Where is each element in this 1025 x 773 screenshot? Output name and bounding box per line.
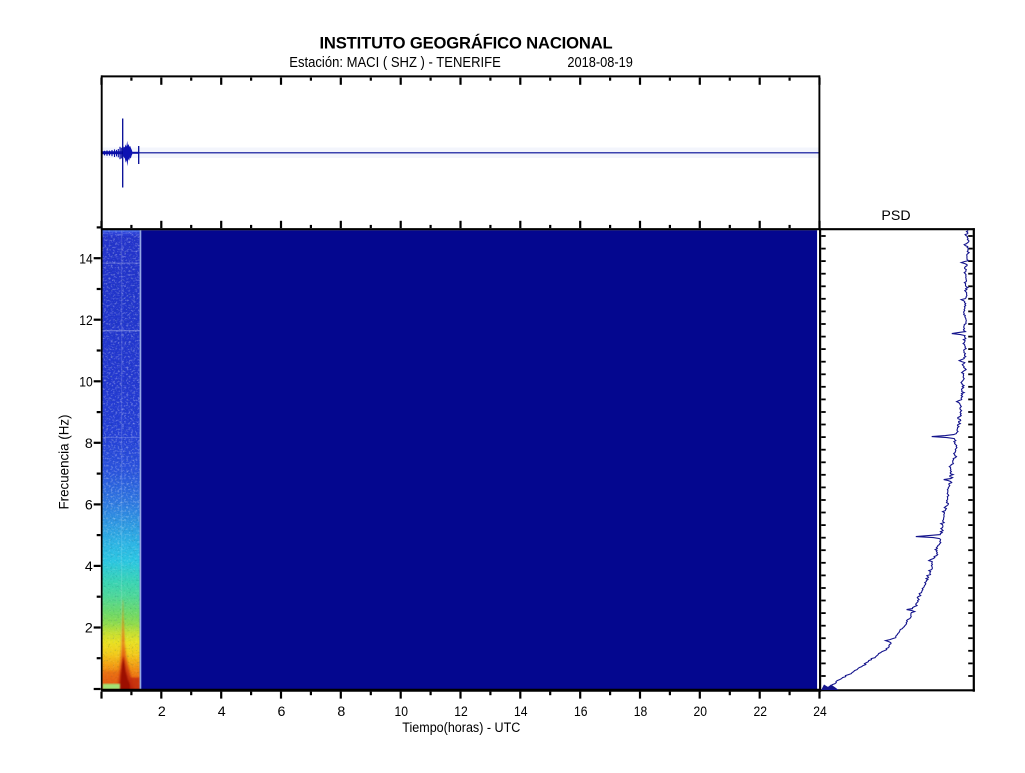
svg-text:20: 20	[694, 704, 708, 720]
svg-text:10: 10	[394, 704, 408, 720]
svg-text:PSD: PSD	[881, 208, 910, 224]
svg-text:8: 8	[85, 436, 93, 452]
svg-text:14: 14	[514, 704, 528, 720]
svg-text:16: 16	[574, 704, 588, 720]
svg-text:12: 12	[79, 313, 93, 329]
svg-text:8: 8	[337, 704, 345, 720]
svg-text:2: 2	[85, 621, 93, 637]
svg-text:22: 22	[753, 704, 767, 720]
svg-text:24: 24	[813, 704, 827, 720]
svg-text:2018-08-19: 2018-08-19	[567, 55, 633, 71]
svg-text:4: 4	[85, 559, 93, 575]
svg-text:6: 6	[278, 704, 286, 720]
svg-text:18: 18	[634, 704, 648, 720]
svg-text:12: 12	[454, 704, 468, 720]
svg-text:Estación: MACI ( SHZ ) - TENE: Estación: MACI ( SHZ ) - TENERIFE	[289, 54, 501, 71]
svg-text:INSTITUTO GEOGRÁFICO NACIONAL: INSTITUTO GEOGRÁFICO NACIONAL	[319, 34, 612, 53]
svg-text:6: 6	[85, 498, 93, 514]
svg-text:4: 4	[218, 704, 226, 720]
svg-text:Tiempo(horas) - UTC: Tiempo(horas) - UTC	[402, 720, 520, 736]
svg-text:2: 2	[158, 704, 166, 720]
svg-text:10: 10	[79, 374, 93, 390]
svg-text:Frecuencia (Hz): Frecuencia (Hz)	[57, 415, 73, 510]
svg-text:14: 14	[79, 251, 93, 267]
